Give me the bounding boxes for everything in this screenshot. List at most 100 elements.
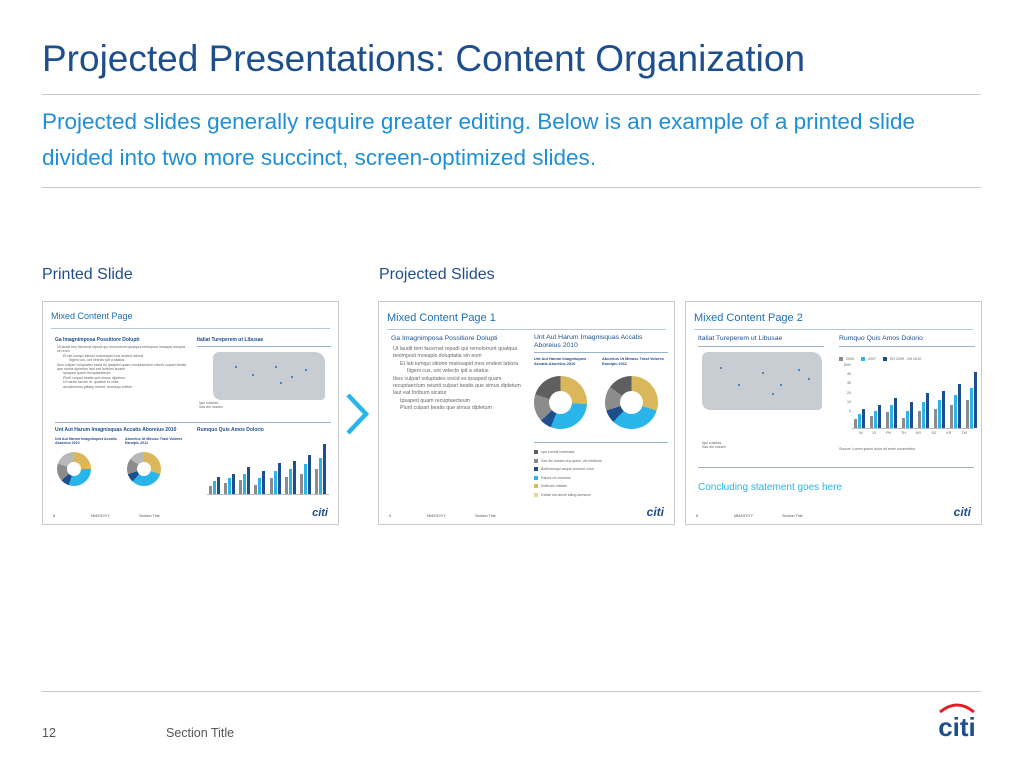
thumb-map-heading: Italiat Tureperem ut Libusae bbox=[197, 337, 264, 343]
y-tick-label: 0 bbox=[849, 409, 851, 414]
footer-divider bbox=[42, 691, 981, 692]
bar bbox=[232, 474, 236, 494]
bar bbox=[292, 461, 296, 494]
thumb-bullet: Et lab iumqui sitione maiosapid mos ende… bbox=[400, 360, 519, 367]
bar-group bbox=[886, 398, 898, 428]
thumb-separator bbox=[839, 346, 975, 347]
bar bbox=[974, 372, 977, 428]
thumb-bar-chart bbox=[209, 440, 327, 494]
bar bbox=[277, 463, 281, 494]
legend-item: Iqui cusetas bbox=[199, 401, 219, 405]
bar bbox=[854, 419, 857, 428]
bar bbox=[970, 388, 973, 428]
bar bbox=[902, 418, 905, 428]
legend-item: Sas dis nosam bbox=[702, 445, 726, 450]
bar bbox=[922, 402, 925, 428]
legend-item: Boffictumqui seque volorum volor bbox=[534, 465, 602, 474]
bar-group bbox=[966, 372, 978, 428]
printed-slide-thumbnail: Mixed Content Page Ga Imagnimposa Possit… bbox=[42, 301, 339, 525]
thumb-left-heading: Ga Imagnimposa Possitiore Dolupti bbox=[391, 335, 498, 342]
bar bbox=[954, 395, 957, 428]
donut-chart bbox=[57, 452, 91, 486]
bar bbox=[910, 402, 913, 428]
thumb-title: Mixed Content Page 2 bbox=[694, 312, 803, 324]
legend-item: Paped ne nossime bbox=[534, 474, 602, 483]
thumb-bullet: Ipsaped quam recuptaecteum bbox=[63, 371, 111, 376]
thumb-rule bbox=[694, 329, 973, 330]
x-tick-label: IN bbox=[858, 431, 863, 435]
bar bbox=[303, 464, 307, 494]
thumb-date: MM/DD/YY bbox=[91, 514, 110, 518]
bar bbox=[942, 391, 945, 428]
bar-group bbox=[299, 455, 312, 494]
section-title: Section Title bbox=[166, 726, 235, 740]
bar bbox=[228, 478, 232, 494]
chevron-right-icon bbox=[346, 393, 370, 435]
thumb-bullet: Plurit culpari beatis que simus dipletum bbox=[400, 405, 492, 412]
thumb-map-legend: Iqui cusetas Sas dis nosam bbox=[702, 441, 726, 450]
thumb-page-number: 8 bbox=[53, 514, 56, 518]
thumb-bullet: Et lab iumqui sitione maiosapid mos ende… bbox=[63, 353, 144, 358]
bar-group bbox=[209, 477, 221, 494]
thumb-right-heading: Unt Aut Harum Imagnisquas Accatis Aborei… bbox=[534, 334, 643, 349]
thumb-citi-logo: citi bbox=[646, 505, 664, 519]
y-tick-label: 20 bbox=[847, 390, 851, 395]
thumb-donut-b-label: Aborelus Ut Minusc Trast Volores Earolpi… bbox=[602, 356, 664, 366]
bar bbox=[966, 400, 969, 428]
thumb-bullet: Iligeni cus, unt velecto ipit a sitatus bbox=[69, 358, 125, 363]
bar bbox=[878, 405, 881, 428]
legend-item: Sas dis nosam bbox=[199, 405, 223, 410]
thumb-section: Section Title bbox=[782, 514, 803, 518]
thumb-separator bbox=[698, 467, 974, 468]
title-divider bbox=[42, 94, 981, 95]
thumb-bullet: Iligeni cus, unt velecto ipit a sitatus bbox=[407, 368, 489, 375]
thumb-bullet: Plurit culpari beatis que simus dipletum bbox=[63, 375, 126, 380]
bar-group bbox=[284, 461, 297, 494]
bar-group bbox=[902, 402, 914, 428]
thumb-bullet: Ibus culpari voluptates escid es ipsaped… bbox=[393, 375, 521, 397]
thumb-bullet: accaborerus plitaep lenimt, nonsequ voli… bbox=[63, 384, 133, 389]
subtitle-divider bbox=[42, 187, 981, 188]
svg-text:citi: citi bbox=[938, 712, 976, 742]
y-tick-label: 50% bbox=[843, 363, 851, 367]
bar-group bbox=[239, 467, 251, 494]
thumb-separator bbox=[197, 346, 331, 347]
thumb-bullet: Ut mintis facum re, quatem et vella bbox=[63, 380, 119, 385]
bar-chart bbox=[854, 368, 977, 428]
bar bbox=[262, 471, 266, 494]
bar bbox=[918, 411, 921, 428]
thumb-date: MM/DD/YY bbox=[427, 514, 446, 518]
bar bbox=[874, 411, 877, 428]
bar bbox=[243, 474, 247, 494]
thumb-donut-heading: Unt Aut Harum Imagnisquas Accatis Aborei… bbox=[55, 427, 177, 433]
bar bbox=[858, 414, 861, 428]
bar bbox=[318, 458, 322, 494]
donut-chart bbox=[534, 376, 587, 429]
bar bbox=[288, 469, 292, 494]
bar bbox=[906, 411, 909, 428]
thumb-donut-legend: Iqui comnit iostestias Sas dis nosam req… bbox=[534, 448, 602, 499]
thumb-rule bbox=[51, 328, 330, 329]
thumb-map-legend: Iqui cusetas Sas dis nosam bbox=[199, 401, 223, 410]
legend-item: Estiati nia sinvel atitug acestum bbox=[534, 491, 602, 500]
bar bbox=[224, 483, 228, 494]
thumb-bars-heading: Rumquo Quis Amos Dolorio bbox=[197, 427, 264, 433]
thumb-map-heading: Italiat Tureperem ut Libusae bbox=[698, 335, 783, 342]
thumb-left-body: Ut laudit tem facernat repudi qui remolo… bbox=[57, 345, 189, 389]
thumb-separator bbox=[698, 346, 824, 347]
us-map-image bbox=[213, 352, 325, 400]
thumb-bullet-list: Ut laudit tem facernat repudi qui remolo… bbox=[393, 346, 527, 413]
page-number: 12 bbox=[42, 726, 56, 740]
thumb-bullet: Ibus culpari voluptates escid es ipsaped… bbox=[57, 362, 187, 372]
projected-slides-label: Projected Slides bbox=[379, 266, 495, 283]
bar bbox=[239, 480, 243, 494]
thumb-title: Mixed Content Page 1 bbox=[387, 312, 496, 324]
bar bbox=[217, 477, 221, 494]
bar bbox=[870, 416, 873, 428]
bar-group bbox=[314, 444, 327, 494]
bar bbox=[862, 409, 865, 428]
bar-group bbox=[269, 463, 282, 494]
bar bbox=[958, 384, 961, 428]
x-tick-label: MY bbox=[915, 431, 922, 435]
y-tick-label: 10 bbox=[847, 399, 851, 404]
